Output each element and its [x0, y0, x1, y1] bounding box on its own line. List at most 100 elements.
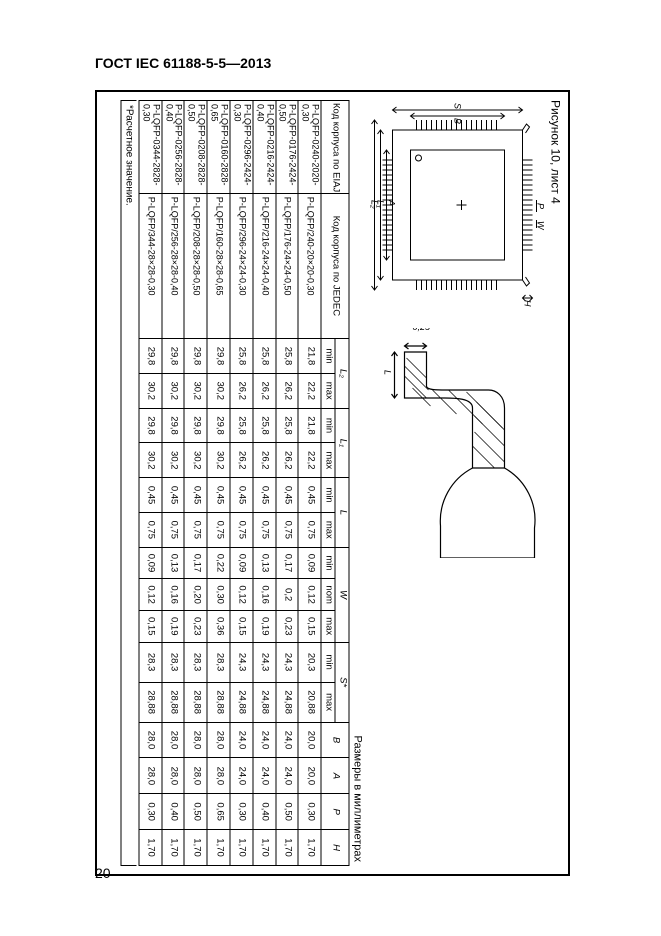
cell-L2min: 25,8 [252, 339, 275, 374]
cell-L2max: 26,2 [230, 373, 253, 408]
cell-Smin: 28,3 [184, 642, 207, 682]
cell-Smin: 28,3 [161, 642, 184, 682]
cell-L2min: 29,8 [207, 339, 230, 374]
cell-Lmax: 0,75 [184, 512, 207, 547]
col-max: max [321, 682, 335, 722]
cell-P: 0,30 [298, 794, 321, 830]
col-max: max [321, 443, 335, 478]
cell-Wmax: 0,19 [252, 610, 275, 642]
cell-jedec: P-LQFP/296-24×24-0,30 [230, 193, 253, 338]
cell-A: 24,0 [230, 758, 253, 794]
cell-Wnom: 0,12 [138, 579, 161, 611]
cell-Lmin: 0,45 [252, 478, 275, 513]
cell-jedec: P-LQFP/176-24×24-0,50 [275, 193, 298, 338]
cell-Wmin: 0,09 [230, 547, 253, 579]
dimensions-table: Код корпуса по EIAJ Код корпуса по JEDEC… [138, 100, 349, 866]
cell-A: 28,0 [184, 758, 207, 794]
cell-L1min: 25,8 [252, 408, 275, 443]
cell-Wmax: 0,23 [275, 610, 298, 642]
cell-L1max: 30,2 [184, 443, 207, 478]
cell-H: 1,70 [161, 830, 184, 866]
label-A: A [386, 199, 396, 206]
cell-H: 1,70 [275, 830, 298, 866]
col-L2: L₂ [335, 339, 349, 409]
table-row: P-LQFP-0176-2424-0,50P-LQFP/176-24×24-0,… [275, 101, 298, 866]
chip-diagram: S B L₂ L₁ A P W H [369, 100, 544, 310]
cell-L2max: 30,2 [138, 373, 161, 408]
col-min: min [321, 478, 335, 513]
cell-Smax: 28,88 [207, 682, 230, 722]
cell-B: 24,0 [252, 722, 275, 758]
cell-L2max: 26,2 [275, 373, 298, 408]
label-L1: L₁ [375, 200, 385, 208]
cell-L1max: 26,2 [230, 443, 253, 478]
cell-Wmax: 0,15 [230, 610, 253, 642]
cell-Lmax: 0,75 [138, 512, 161, 547]
cell-Wnom: 0,30 [207, 579, 230, 611]
cell-Smin: 20,3 [298, 642, 321, 682]
cell-Smax: 24,88 [275, 682, 298, 722]
cell-L2min: 21,8 [298, 339, 321, 374]
cell-jedec: P-LQFP/160-28×28-0,65 [207, 193, 230, 338]
cell-L2min: 25,8 [275, 339, 298, 374]
col-min: min [321, 339, 335, 374]
cell-L1min: 25,8 [275, 408, 298, 443]
cell-P: 0,65 [207, 794, 230, 830]
cell-B: 24,0 [275, 722, 298, 758]
col-A: A [321, 758, 349, 794]
cell-Lmax: 0,75 [252, 512, 275, 547]
cell-L1max: 30,2 [207, 443, 230, 478]
cell-A: 28,0 [138, 758, 161, 794]
cell-Smin: 24,3 [230, 642, 253, 682]
cell-Lmin: 0,45 [207, 478, 230, 513]
cell-Smin: 24,3 [275, 642, 298, 682]
cell-Wnom: 0,2 [275, 579, 298, 611]
cell-eiaj: P-LQFP-0208-2828-0,50 [184, 101, 207, 194]
cell-Wmin: 0,13 [252, 547, 275, 579]
table-row: P-LQFP-0208-2828-0,50P-LQFP/208-28×28-0,… [184, 101, 207, 866]
cell-Lmin: 0,45 [230, 478, 253, 513]
cell-P: 0,40 [252, 794, 275, 830]
cell-L1min: 25,8 [230, 408, 253, 443]
cell-H: 1,70 [230, 830, 253, 866]
cell-Smin: 28,3 [138, 642, 161, 682]
cell-eiaj: P-LQFP-0160-2828-0,65 [207, 101, 230, 194]
rotated-container: Рисунок 10, лист 4 [95, 90, 570, 876]
col-H: H [321, 830, 349, 866]
cell-Lmin: 0,45 [275, 478, 298, 513]
col-jedec: Код корпуса по JEDEC [321, 193, 349, 338]
cell-Wmax: 0,19 [161, 610, 184, 642]
col-W: W [335, 547, 349, 642]
col-S: S* [335, 642, 349, 722]
col-max: max [321, 373, 335, 408]
cell-Wnom: 0,12 [230, 579, 253, 611]
page: ГОСТ IEC 61188-5-5—2013 20 Рисунок 10, л… [0, 0, 661, 936]
cell-Lmax: 0,75 [207, 512, 230, 547]
cell-L1max: 30,2 [161, 443, 184, 478]
cell-H: 1,70 [252, 830, 275, 866]
col-nom: nom [321, 579, 335, 611]
cell-L2min: 25,8 [230, 339, 253, 374]
cell-Smax: 28,88 [184, 682, 207, 722]
cell-L1min: 29,8 [161, 408, 184, 443]
label-B: B [452, 118, 462, 124]
table-row: P-LQFP-0296-2424-0,30P-LQFP/296-24×24-0,… [230, 101, 253, 866]
cell-L2min: 29,8 [184, 339, 207, 374]
cell-L2max: 30,2 [161, 373, 184, 408]
cell-B: 20,0 [298, 722, 321, 758]
cell-B: 28,0 [161, 722, 184, 758]
cell-jedec: P-LQFP/216-24×24-0,40 [252, 193, 275, 338]
table-row: P-LQFP-0344-2828-0,30P-LQFP/344-28×28-0,… [138, 101, 161, 866]
col-min: min [321, 642, 335, 682]
cell-Smin: 28,3 [207, 642, 230, 682]
col-B: B [321, 722, 349, 758]
units-label: Размеры в миллиметрах [351, 100, 363, 862]
cell-Wmin: 0,17 [275, 547, 298, 579]
cell-Wmax: 0,15 [298, 610, 321, 642]
cell-Smax: 28,88 [138, 682, 161, 722]
content-frame: Рисунок 10, лист 4 [95, 90, 570, 876]
cell-H: 1,70 [298, 830, 321, 866]
col-max: max [321, 512, 335, 547]
cell-L2min: 29,8 [138, 339, 161, 374]
cell-Lmin: 0,45 [298, 478, 321, 513]
